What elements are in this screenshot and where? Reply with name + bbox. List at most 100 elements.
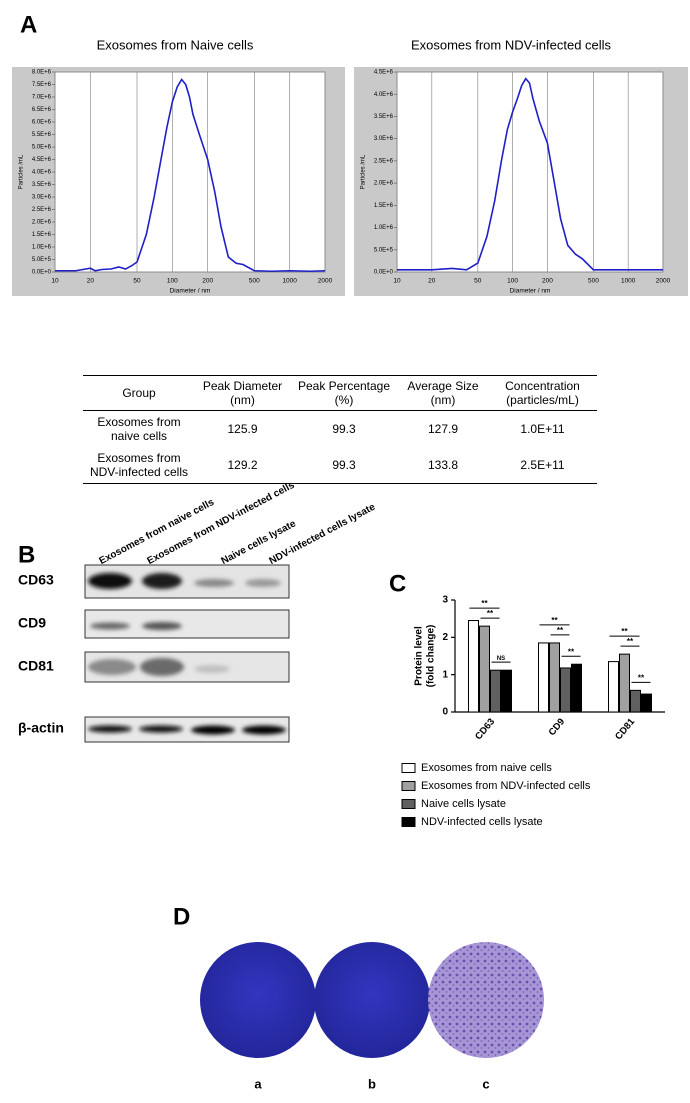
y-tick-label: 5.0E+6 bbox=[32, 145, 52, 151]
x-tick-label: 200 bbox=[542, 278, 553, 285]
panel-label: B bbox=[18, 541, 35, 568]
panel-label: D bbox=[173, 903, 190, 930]
legend-label: NDV-infected cells lysate bbox=[421, 816, 543, 828]
bar bbox=[479, 625, 490, 713]
y-tick-label: 3.0E+6 bbox=[32, 195, 52, 201]
band bbox=[194, 665, 230, 673]
y-tick-label: 3.5E+6 bbox=[374, 114, 394, 120]
plate-label: b bbox=[368, 1076, 376, 1091]
legend-label: Naive cells lysate bbox=[421, 798, 506, 810]
y-axis-label: Particles /mL bbox=[19, 154, 25, 189]
x-tick-label: CD63 bbox=[473, 716, 497, 742]
row-label: CD81 bbox=[18, 658, 54, 674]
y-tick-label: 1.5E+6 bbox=[32, 232, 52, 238]
table-cell: 99.3 bbox=[332, 422, 356, 436]
legend-swatch bbox=[401, 781, 416, 791]
bar bbox=[571, 663, 582, 713]
table-cell: Peak Percentage (%) bbox=[290, 375, 398, 411]
bar bbox=[619, 653, 630, 713]
x-tick-label: 500 bbox=[588, 278, 599, 285]
plate bbox=[428, 942, 544, 1058]
x-tick-label: 500 bbox=[249, 278, 260, 285]
significance-label: ** bbox=[568, 647, 575, 656]
table-cell: 127.9 bbox=[427, 422, 459, 436]
table-cell: 125.9 bbox=[227, 422, 258, 436]
y-tick-label: 2.0E+6 bbox=[374, 181, 394, 187]
legend-swatch bbox=[401, 799, 416, 809]
plate bbox=[314, 942, 430, 1058]
table-cell: 99.3 bbox=[290, 447, 398, 484]
x-tick-label: 100 bbox=[167, 278, 178, 285]
y-tick-label: 4.0E+6 bbox=[32, 170, 52, 176]
significance-label: ** bbox=[621, 627, 628, 636]
y-tick-label: 4.5E+6 bbox=[374, 70, 394, 76]
plot-area bbox=[396, 71, 664, 273]
panel-label: A bbox=[20, 11, 37, 38]
x-tick-label: CD81 bbox=[613, 716, 637, 742]
table-cell: 133.8 bbox=[398, 447, 488, 484]
band bbox=[88, 573, 132, 589]
significance-label: ** bbox=[557, 626, 564, 635]
band bbox=[142, 573, 182, 589]
table-header: Group Peak Diameter (nm) Peak Percentage (… bbox=[83, 375, 597, 411]
table-cell: Exosomes from naive cells bbox=[97, 415, 181, 443]
bar bbox=[490, 669, 501, 713]
summary-table: Group Peak Diameter (nm) Peak Percentage (… bbox=[83, 375, 597, 484]
y-tick-label: 7.0E+6 bbox=[32, 95, 52, 101]
y-axis-label: Particles /mL bbox=[361, 154, 367, 189]
bar bbox=[641, 693, 652, 713]
y-tick-label: 2.5E+6 bbox=[32, 207, 52, 213]
significance-label: ** bbox=[487, 609, 494, 618]
y-tick-label: 0.0E+0 bbox=[32, 270, 52, 276]
table-cell: 129.2 bbox=[195, 447, 290, 484]
western-blot bbox=[84, 564, 290, 743]
line-series bbox=[397, 77, 663, 271]
y-tick-label: 1.0E+6 bbox=[374, 225, 394, 231]
x-axis-label: Diameter / nm bbox=[170, 288, 211, 295]
y-tick-label: 5.5E+6 bbox=[32, 132, 52, 138]
table-cell: Average Size (nm) bbox=[398, 375, 488, 411]
y-tick-label: 0 bbox=[442, 707, 448, 718]
table-cell: Peak Diameter (nm) bbox=[195, 375, 290, 411]
significance-label: ** bbox=[627, 637, 634, 646]
significance-label: NS bbox=[497, 656, 505, 662]
y-tick-label: 7.5E+6 bbox=[32, 82, 52, 88]
y-tick-label: 6.5E+6 bbox=[32, 107, 52, 113]
x-tick-label: 10 bbox=[393, 278, 401, 285]
bar bbox=[468, 620, 479, 713]
y-tick-label: 2.0E+6 bbox=[32, 220, 52, 226]
chart-title: Exosomes from Naive cells bbox=[97, 37, 254, 52]
band bbox=[142, 622, 182, 630]
significance-label: ** bbox=[638, 673, 645, 682]
bar bbox=[538, 642, 549, 713]
table-row: Exosomes from naive cells 125.9 99.3 127.9 1… bbox=[83, 411, 597, 448]
x-tick-label: 50 bbox=[474, 278, 482, 285]
band bbox=[88, 659, 136, 675]
line-series bbox=[55, 78, 326, 273]
plate bbox=[200, 942, 316, 1058]
band bbox=[140, 658, 184, 676]
plate-label: a bbox=[254, 1076, 262, 1091]
x-tick-label: 20 bbox=[87, 278, 95, 285]
band bbox=[191, 725, 235, 735]
x-tick-label: 200 bbox=[202, 278, 213, 285]
bar bbox=[501, 669, 512, 713]
table-row: Exosomes from NDV-infected cells 129.2 99.… bbox=[83, 447, 597, 484]
legend-swatch bbox=[401, 817, 416, 827]
y-tick-label: 3.0E+6 bbox=[374, 136, 394, 142]
legend-label: Exosomes from NDV-infected cells bbox=[421, 780, 591, 792]
legend-swatch bbox=[401, 763, 416, 773]
y-tick-label: 2 bbox=[442, 632, 448, 643]
y-axis-label: (fold change) bbox=[426, 625, 437, 688]
row-label: CD9 bbox=[18, 615, 46, 631]
y-tick-label: 8.0E+6 bbox=[32, 70, 52, 76]
x-tick-label: 1000 bbox=[282, 278, 297, 285]
plot-area bbox=[54, 71, 326, 273]
significance-label: ** bbox=[481, 599, 488, 608]
plate-label: c bbox=[482, 1076, 489, 1091]
y-tick-label: 5.0E+5 bbox=[32, 257, 52, 263]
significance-label: ** bbox=[551, 616, 558, 625]
bar bbox=[608, 661, 619, 713]
x-tick-label: 10 bbox=[51, 278, 59, 285]
bar bbox=[630, 689, 641, 713]
